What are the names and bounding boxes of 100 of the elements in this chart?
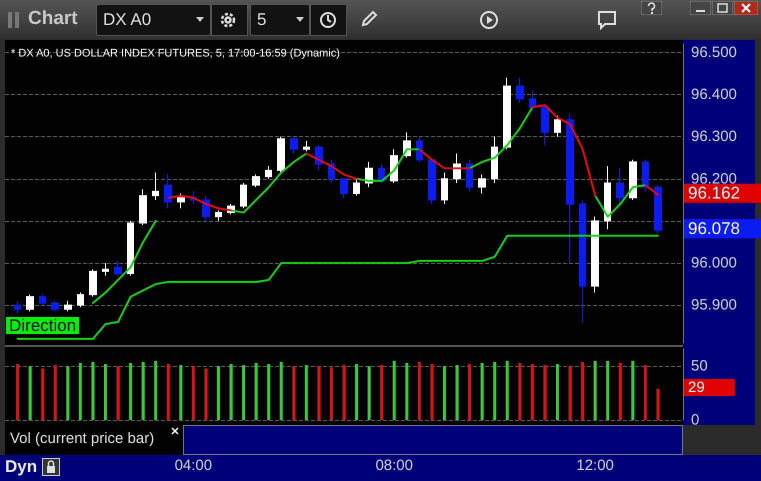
bar	[304, 365, 308, 420]
bar	[368, 366, 371, 420]
chart-title: * DX A0, US DOLLAR INDEX FUTURES, 5, 17:00-16:59 (Dynamic)	[11, 48, 340, 60]
y-tick-label: 0	[691, 412, 700, 428]
candlestick	[604, 166, 611, 230]
bar	[179, 365, 182, 420]
candlestick	[566, 112, 574, 264]
bar	[292, 366, 296, 420]
bar	[594, 360, 597, 420]
candlestick	[340, 178, 348, 198]
candlestick	[26, 294, 34, 312]
candlestick	[127, 220, 134, 276]
candlestick	[416, 136, 423, 162]
candlestick	[541, 104, 549, 146]
candlestick	[139, 188, 147, 226]
x-tick-label: 04:00	[174, 457, 212, 474]
bar	[317, 366, 320, 420]
candlestick	[114, 260, 122, 276]
bar	[493, 362, 496, 420]
candlestick	[654, 184, 662, 234]
bar	[54, 365, 57, 420]
text: Vol (current price bar)	[10, 430, 154, 447]
candlestick	[164, 174, 172, 209]
bar	[581, 362, 584, 420]
candlestick	[466, 159, 473, 192]
bar	[280, 362, 283, 420]
bar	[330, 367, 333, 420]
text: 29	[688, 379, 705, 396]
bar	[568, 366, 572, 420]
text: Chart	[28, 8, 78, 30]
candlestick	[102, 262, 109, 276]
y-tick-label: 95.900	[691, 296, 737, 314]
bar	[230, 364, 232, 420]
bar	[380, 365, 384, 420]
bar	[618, 362, 622, 420]
text: Dyn	[5, 457, 38, 476]
candlestick	[152, 172, 159, 200]
bar	[442, 366, 446, 420]
bar	[41, 368, 44, 420]
bar	[405, 362, 408, 420]
text: 96.078	[688, 219, 740, 238]
y-tick-label: 96.000	[691, 254, 737, 272]
bar	[606, 360, 610, 420]
annotation: Direction	[9, 316, 76, 335]
y-tick-label: 96.500	[691, 44, 737, 61]
bar	[254, 362, 258, 420]
candlestick	[491, 136, 498, 184]
candlestick	[529, 90, 536, 112]
candlestick	[64, 300, 72, 312]
candlestick	[579, 199, 586, 322]
candlestick	[516, 77, 524, 104]
bar	[656, 388, 660, 420]
candlestick	[39, 294, 46, 306]
bar	[342, 365, 346, 420]
candlestick	[265, 166, 272, 180]
candlestick	[478, 174, 486, 194]
y-tick-label: 50	[691, 358, 708, 375]
bar	[116, 366, 120, 420]
candlestick	[428, 157, 436, 205]
bar	[468, 364, 472, 420]
bar	[530, 364, 534, 420]
candlestick	[554, 115, 561, 138]
candlestick	[77, 292, 84, 308]
bar	[166, 364, 170, 420]
bar	[154, 360, 158, 420]
candlestick	[629, 159, 637, 200]
bar	[506, 360, 509, 420]
bar	[430, 364, 434, 420]
candlestick	[89, 268, 97, 298]
candlestick	[441, 172, 448, 205]
bar	[192, 366, 195, 420]
bar	[204, 368, 208, 420]
y-tick-label: 96.400	[691, 86, 737, 104]
candlestick	[303, 140, 310, 152]
candlestick	[616, 168, 624, 205]
candlestick	[353, 178, 360, 196]
text: 5	[250, 4, 310, 36]
bar	[16, 364, 20, 420]
bar	[91, 362, 94, 420]
candlestick	[642, 159, 649, 192]
candlestick	[177, 193, 185, 209]
bar	[644, 365, 647, 420]
bar	[480, 362, 484, 420]
candlestick	[240, 182, 247, 209]
bar	[104, 364, 107, 420]
bar	[78, 362, 82, 420]
candlestick	[215, 210, 222, 222]
bar	[355, 364, 358, 420]
y-tick-label: 96.300	[691, 128, 737, 146]
bar	[142, 362, 145, 420]
bar	[418, 362, 421, 420]
bar	[392, 360, 396, 420]
bar	[216, 366, 220, 420]
bar	[543, 365, 546, 420]
bar	[456, 365, 458, 420]
bar	[267, 364, 270, 420]
candlestick	[14, 300, 21, 314]
bar	[28, 366, 32, 420]
bar	[242, 365, 246, 420]
candlestick	[252, 174, 260, 188]
